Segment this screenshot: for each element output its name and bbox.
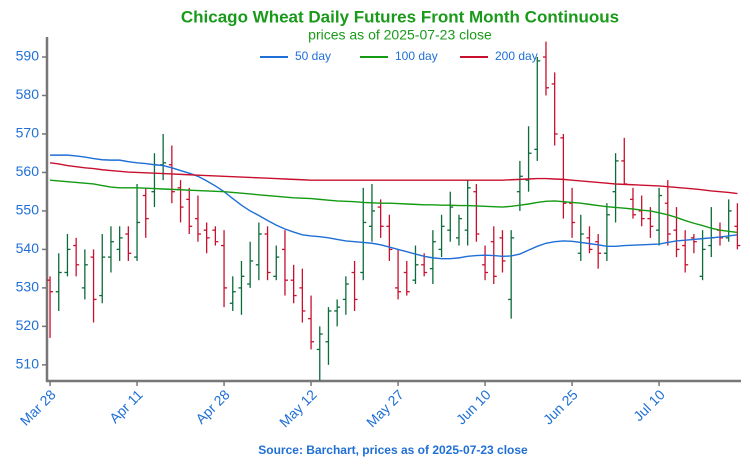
legend-label: 100 day — [395, 49, 438, 63]
x-tick-label: Apr 28 — [192, 386, 233, 427]
x-tick-label: May 12 — [276, 386, 320, 430]
chart-subtitle: prices as of 2025-07-23 close — [308, 27, 492, 43]
y-tick-label: 560 — [16, 163, 40, 179]
moving-average-line — [49, 162, 738, 195]
chart-title: Chicago Wheat Daily Futures Front Month … — [181, 7, 619, 26]
x-tick-label: Jun 10 — [453, 386, 494, 427]
y-tick-label: 590 — [16, 48, 40, 64]
y-tick-label: 510 — [16, 356, 40, 372]
legend-label: 50 day — [295, 49, 331, 63]
x-tick-label: May 27 — [363, 386, 407, 430]
y-tick-label: 520 — [16, 317, 40, 333]
y-tick-label: 570 — [16, 125, 40, 141]
x-tick-label: Jul 10 — [630, 386, 668, 424]
y-tick-label: 550 — [16, 202, 40, 218]
legend-label: 200 day — [495, 49, 538, 63]
y-tick-label: 580 — [16, 86, 40, 102]
x-tick-label: Apr 11 — [106, 386, 146, 426]
y-tick-label: 540 — [16, 240, 40, 256]
source-note: Source: Barchart, prices as of 2025-07-2… — [258, 443, 528, 457]
moving-average-line — [50, 154, 738, 260]
moving-average-line — [49, 179, 738, 234]
x-tick-label: Jun 25 — [540, 386, 581, 427]
y-tick-label: 530 — [16, 279, 40, 295]
x-tick-label: Mar 28 — [17, 386, 59, 428]
